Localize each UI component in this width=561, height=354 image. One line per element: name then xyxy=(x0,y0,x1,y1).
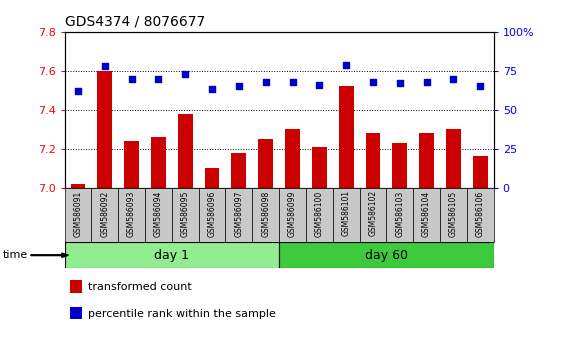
Bar xyxy=(279,242,494,268)
Point xyxy=(154,76,163,81)
Bar xyxy=(419,133,434,188)
Bar xyxy=(178,114,192,188)
Text: time: time xyxy=(3,250,28,260)
Bar xyxy=(98,71,112,188)
Text: day 1: day 1 xyxy=(154,249,189,262)
Point xyxy=(261,79,270,85)
Text: GSM586095: GSM586095 xyxy=(181,190,190,237)
Text: GSM586099: GSM586099 xyxy=(288,190,297,237)
Point xyxy=(181,71,190,77)
Bar xyxy=(252,188,279,242)
Bar xyxy=(339,86,353,188)
Bar xyxy=(118,188,145,242)
Bar xyxy=(306,188,333,242)
Text: GSM586101: GSM586101 xyxy=(342,190,351,236)
Point xyxy=(449,76,458,81)
Text: GSM586104: GSM586104 xyxy=(422,190,431,236)
Text: GSM586103: GSM586103 xyxy=(396,190,404,236)
Text: day 60: day 60 xyxy=(365,249,408,262)
Bar xyxy=(232,153,246,188)
Bar xyxy=(467,188,494,242)
Bar xyxy=(205,168,219,188)
Text: transformed count: transformed count xyxy=(88,282,192,292)
Bar xyxy=(285,129,300,188)
Text: GSM586092: GSM586092 xyxy=(100,190,109,236)
Bar xyxy=(387,188,413,242)
Bar xyxy=(199,188,226,242)
Bar xyxy=(145,188,172,242)
Point xyxy=(369,79,378,85)
Text: GSM586102: GSM586102 xyxy=(369,190,378,236)
Text: GSM586096: GSM586096 xyxy=(208,190,217,237)
Bar xyxy=(226,188,252,242)
Text: GSM586106: GSM586106 xyxy=(476,190,485,236)
Bar xyxy=(65,242,279,268)
Bar xyxy=(360,188,387,242)
Bar xyxy=(366,133,380,188)
Bar xyxy=(91,188,118,242)
Text: GDS4374 / 8076677: GDS4374 / 8076677 xyxy=(65,14,205,28)
Text: GSM586105: GSM586105 xyxy=(449,190,458,236)
Text: GSM586091: GSM586091 xyxy=(73,190,82,236)
Text: percentile rank within the sample: percentile rank within the sample xyxy=(88,309,276,319)
Bar xyxy=(413,188,440,242)
Text: GSM586097: GSM586097 xyxy=(234,190,243,237)
Text: GSM586100: GSM586100 xyxy=(315,190,324,236)
Point xyxy=(208,87,217,92)
Point xyxy=(100,63,109,69)
Bar xyxy=(65,188,91,242)
Bar xyxy=(258,139,273,188)
Bar xyxy=(312,147,327,188)
Bar xyxy=(440,188,467,242)
Bar xyxy=(124,141,139,188)
Point xyxy=(127,76,136,81)
Point xyxy=(396,80,404,86)
Text: GSM586098: GSM586098 xyxy=(261,190,270,236)
Point xyxy=(234,84,243,89)
Bar xyxy=(279,188,306,242)
Bar xyxy=(473,156,488,188)
Bar xyxy=(151,137,165,188)
Point xyxy=(288,79,297,85)
Bar xyxy=(393,143,407,188)
Text: GSM586093: GSM586093 xyxy=(127,190,136,237)
Bar xyxy=(446,129,461,188)
Bar xyxy=(71,184,85,188)
Point xyxy=(342,62,351,67)
Point xyxy=(422,79,431,85)
Point xyxy=(73,88,82,94)
Point xyxy=(476,84,485,89)
Point xyxy=(315,82,324,88)
Bar xyxy=(172,188,199,242)
Bar xyxy=(333,188,360,242)
Text: GSM586094: GSM586094 xyxy=(154,190,163,237)
